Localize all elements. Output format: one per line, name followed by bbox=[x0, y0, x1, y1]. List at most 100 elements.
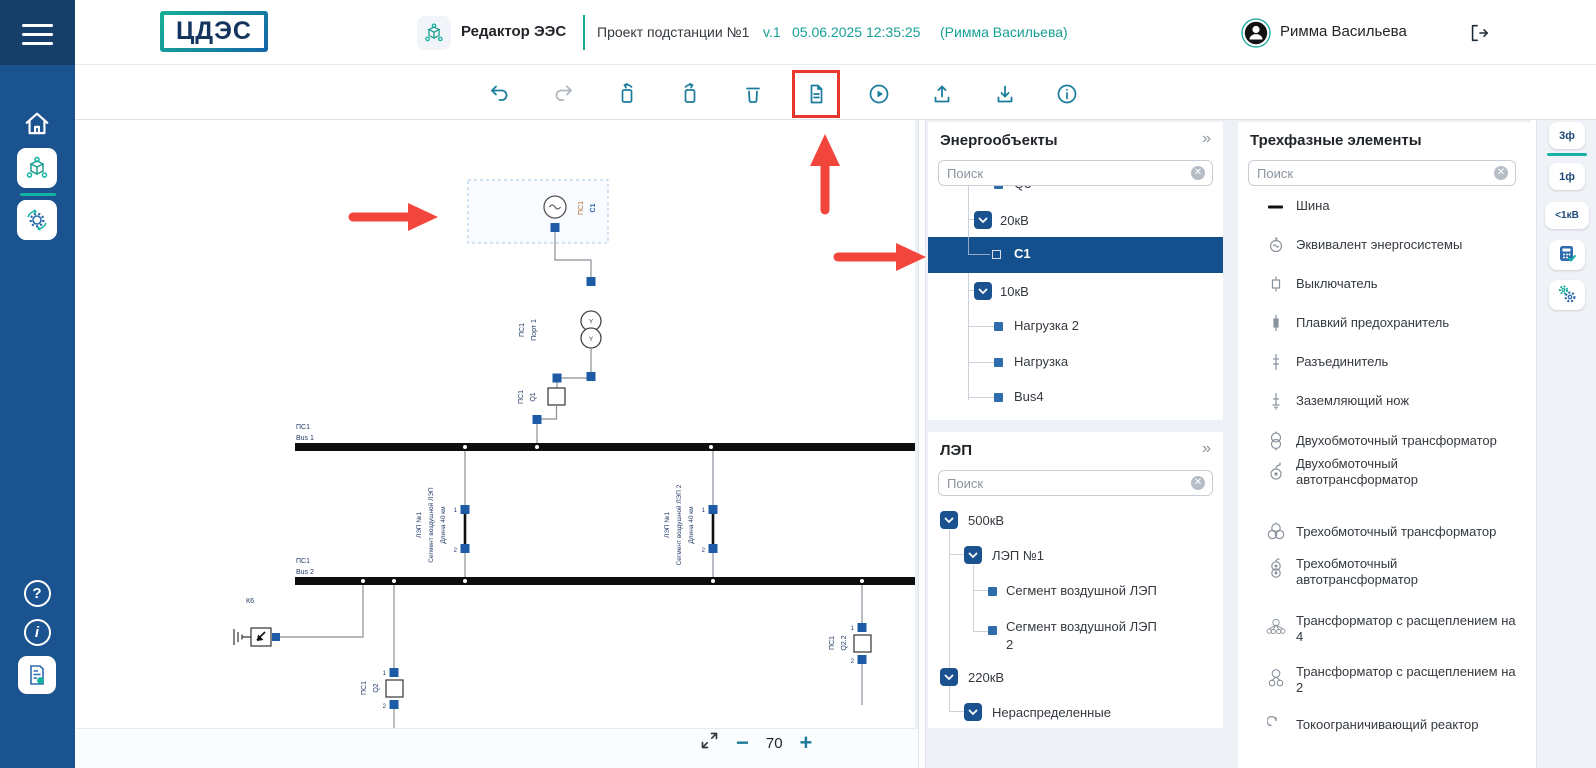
connection-point[interactable] bbox=[532, 415, 542, 424]
redo-icon[interactable] bbox=[551, 82, 575, 106]
document-icon[interactable] bbox=[804, 82, 828, 106]
checkbox-checked[interactable] bbox=[940, 511, 958, 529]
clear-search-icon[interactable]: ✕ bbox=[1494, 166, 1508, 180]
clear-search-icon[interactable]: ✕ bbox=[1191, 166, 1205, 180]
segment2-name-label: Сегмент воздушной ЛЭП 2 bbox=[675, 484, 683, 565]
upload-icon[interactable] bbox=[930, 82, 954, 106]
connection-point[interactable] bbox=[460, 544, 470, 553]
breaker-q1-symbol[interactable] bbox=[547, 387, 566, 406]
connection-point[interactable] bbox=[586, 372, 596, 381]
transformer-name-label: Порт 1 bbox=[531, 319, 538, 341]
collapse-panel-icon[interactable]: » bbox=[1202, 440, 1211, 457]
info-icon[interactable] bbox=[1055, 82, 1079, 106]
connection-point[interactable] bbox=[708, 505, 718, 514]
bus1-symbol[interactable] bbox=[295, 443, 915, 451]
bus2-station-label: ПС1 bbox=[296, 558, 310, 565]
grid-equivalent-icon bbox=[1266, 236, 1286, 254]
bus2-symbol[interactable] bbox=[295, 577, 915, 585]
connection-point[interactable] bbox=[857, 623, 867, 632]
calculation-button[interactable] bbox=[1549, 240, 1585, 270]
sidebar-item-home[interactable] bbox=[17, 108, 57, 144]
connection-point[interactable] bbox=[552, 373, 562, 383]
sidebar-item-license[interactable] bbox=[17, 656, 57, 694]
search-input[interactable] bbox=[939, 165, 1191, 181]
sidebar-item-settings-sync[interactable] bbox=[17, 200, 57, 240]
scheme-editor-icon bbox=[17, 148, 57, 188]
rail-active-indicator bbox=[1547, 153, 1587, 156]
transformer-2w-icon bbox=[1266, 431, 1286, 451]
run-icon[interactable] bbox=[867, 82, 891, 106]
delete-icon[interactable] bbox=[741, 82, 765, 106]
connection-point[interactable] bbox=[586, 277, 596, 286]
connection-point[interactable] bbox=[857, 655, 867, 664]
tree-item-c1-selected[interactable]: С1 bbox=[928, 237, 1223, 273]
segment1-pt1: 1 bbox=[454, 508, 458, 514]
panel-splitter[interactable] bbox=[918, 120, 926, 768]
clear-search-icon[interactable]: ✕ bbox=[1191, 476, 1205, 490]
zoom-out-button[interactable]: − bbox=[736, 730, 749, 755]
connection-point[interactable] bbox=[550, 223, 560, 232]
connection-point[interactable] bbox=[272, 633, 280, 641]
user-avatar[interactable] bbox=[1241, 18, 1271, 53]
breaker-q2-station: ПС1 bbox=[361, 681, 368, 695]
rotate-right-icon[interactable] bbox=[678, 82, 702, 106]
phase-mode-rail: 3ф 1ф <1кВ bbox=[1537, 120, 1596, 768]
annotation-highlight-box bbox=[792, 70, 840, 118]
mode-3phase-label: 3ф bbox=[1559, 129, 1575, 142]
search-field: ✕ bbox=[938, 470, 1213, 496]
connection-point[interactable] bbox=[389, 668, 399, 677]
sidebar-item-help[interactable]: ? bbox=[17, 580, 57, 607]
mode-1phase-button[interactable]: 1ф bbox=[1549, 163, 1585, 190]
collapse-panel-icon[interactable]: » bbox=[1202, 130, 1211, 147]
search-field: ✕ bbox=[938, 160, 1213, 186]
connection-point[interactable] bbox=[460, 505, 470, 514]
segment2-length-label: Длина 40 км bbox=[688, 506, 695, 544]
bus1-station-label: ПС1 bbox=[296, 424, 310, 431]
logout-button[interactable] bbox=[1468, 22, 1490, 49]
mode-lv-button[interactable]: <1кВ bbox=[1545, 202, 1589, 229]
breaker-q2-pt2: 2 bbox=[383, 704, 387, 710]
bus-icon bbox=[1266, 204, 1286, 210]
segment2-pt2: 2 bbox=[702, 548, 706, 554]
sidebar-item-info[interactable]: i bbox=[17, 619, 57, 646]
menu-hamburger-icon[interactable] bbox=[22, 24, 53, 51]
search-input[interactable] bbox=[1249, 165, 1494, 181]
transformer-3w-icon bbox=[1266, 522, 1286, 542]
connection-point[interactable] bbox=[389, 700, 399, 709]
panel-title: ЛЭП bbox=[940, 442, 972, 459]
checkbox-checked[interactable] bbox=[964, 546, 982, 564]
checkbox-checked[interactable] bbox=[964, 703, 982, 721]
home-icon bbox=[21, 108, 53, 145]
zoom-in-button[interactable]: + bbox=[799, 730, 813, 755]
mode-3phase-button[interactable]: 3ф bbox=[1549, 122, 1585, 149]
checkbox-checked[interactable] bbox=[974, 211, 992, 229]
undo-icon[interactable] bbox=[488, 82, 512, 106]
app-title: Редактор ЭЭС bbox=[461, 23, 567, 40]
help-icon: ? bbox=[23, 580, 51, 607]
project-timestamp: 05.06.2025 12:35:25 bbox=[792, 24, 921, 40]
calculator-icon bbox=[1557, 244, 1577, 267]
settings-gears-button[interactable] bbox=[1549, 280, 1585, 310]
sidebar-item-scheme-editor[interactable] bbox=[17, 148, 57, 188]
segment2-pt1: 1 bbox=[702, 508, 706, 514]
schematic-canvas[interactable]: ПС1 С1 Y Y ПС1 Порт 1 ПС1 Q1 ПС1 Bus 1 1… bbox=[75, 120, 915, 728]
app-cube-icon bbox=[417, 16, 451, 50]
selection-box[interactable] bbox=[467, 179, 609, 244]
fit-screen-icon[interactable] bbox=[700, 731, 719, 755]
checkbox-checked[interactable] bbox=[940, 668, 958, 686]
search-input[interactable] bbox=[939, 475, 1191, 491]
checkbox-unchecked[interactable] bbox=[992, 250, 1001, 259]
breaker-q2-symbol[interactable] bbox=[385, 679, 404, 698]
panel-splitter[interactable] bbox=[1529, 120, 1537, 768]
checkbox-checked[interactable] bbox=[974, 282, 992, 300]
reactor-icon bbox=[1266, 716, 1286, 734]
app-header: ЦДЭС Редактор ЭЭС Проект подстанции №1 v… bbox=[75, 0, 1596, 65]
connection-point[interactable] bbox=[708, 544, 718, 553]
company-logo: ЦДЭС bbox=[160, 11, 268, 52]
rotate-left-icon[interactable] bbox=[615, 82, 639, 106]
breaker-q22-symbol[interactable] bbox=[853, 634, 872, 653]
download-icon[interactable] bbox=[993, 82, 1017, 106]
three-phase-elements-panel: Трехфазные элементы ✕ Шина Эквивалент эн… bbox=[1238, 122, 1530, 768]
panel-title: Трехфазные элементы bbox=[1250, 132, 1422, 149]
fault-label: К6 bbox=[246, 598, 254, 605]
